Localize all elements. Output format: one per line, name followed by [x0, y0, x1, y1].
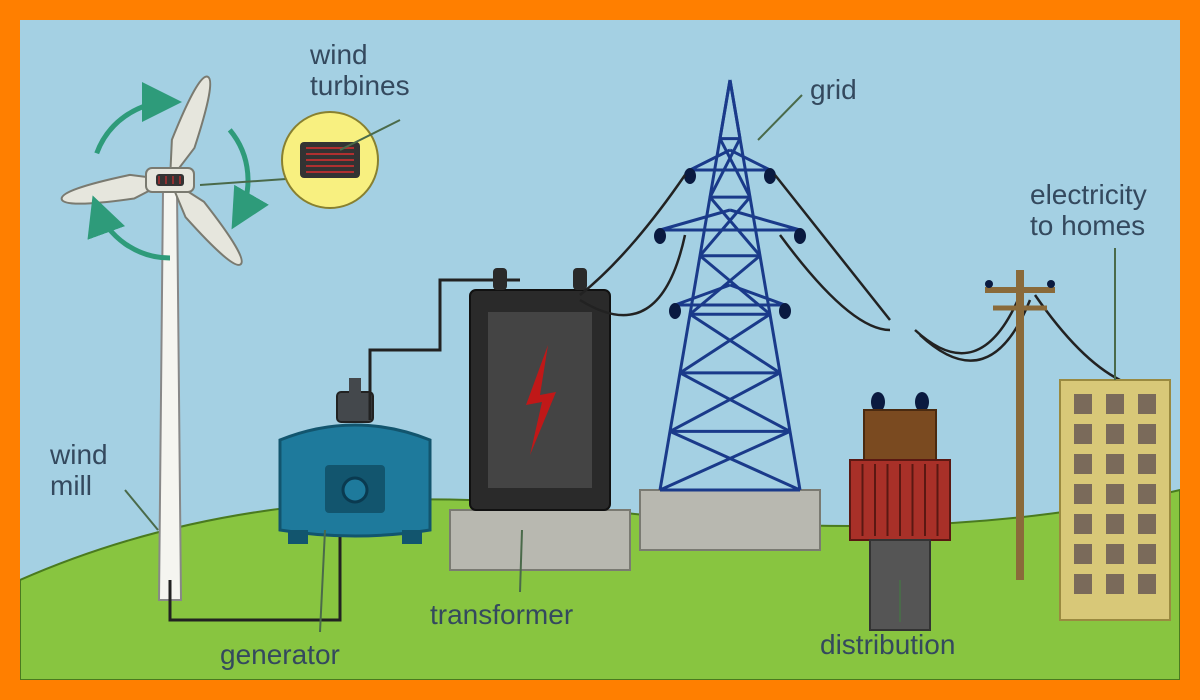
building-window [1138, 514, 1156, 534]
building-window [1074, 394, 1092, 414]
label-turbines: wind turbines [310, 40, 410, 102]
label-homes: electricity to homes [1030, 180, 1147, 242]
building-window [1106, 394, 1124, 414]
building-window [1138, 454, 1156, 474]
building-window [1106, 454, 1124, 474]
building-window [1138, 484, 1156, 504]
building-window [1138, 424, 1156, 444]
transformer-pedestal [450, 510, 630, 570]
tower-pedestal [640, 490, 820, 550]
building-window [1138, 394, 1156, 414]
building-window [1106, 514, 1124, 534]
building-window [1074, 484, 1092, 504]
building-window [1074, 454, 1092, 474]
label-windmill: wind mill [50, 440, 108, 502]
building-window [1138, 574, 1156, 594]
building-window [1106, 424, 1124, 444]
label-transformer: transformer [430, 600, 573, 631]
building-window [1106, 484, 1124, 504]
generator-cap [337, 392, 373, 422]
building-window [1074, 514, 1092, 534]
building-window [1074, 574, 1092, 594]
diagram-scene: wind mill wind turbines generator transform… [20, 20, 1180, 680]
windmill-pole [159, 190, 181, 600]
label-grid: grid [810, 75, 857, 106]
building-window [1106, 574, 1124, 594]
building-window [1074, 544, 1092, 564]
label-distribution: distribution [820, 630, 955, 661]
label-generator: generator [220, 640, 340, 671]
building-window [1106, 544, 1124, 564]
building-window [1074, 424, 1092, 444]
building-window [1138, 544, 1156, 564]
diagram-frame: wind mill wind turbines generator transform… [0, 0, 1200, 700]
distribution-top [864, 410, 936, 460]
